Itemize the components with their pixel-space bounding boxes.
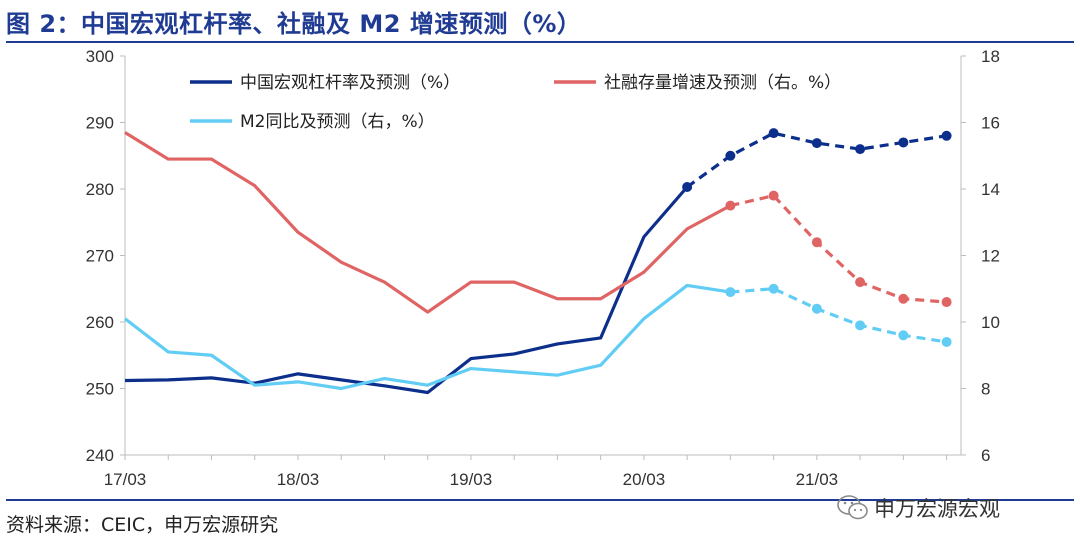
- series-0: [124, 128, 952, 395]
- series-line-forecast: [730, 194, 947, 304]
- forecast-point: [725, 287, 736, 298]
- wechat-icon: [837, 495, 868, 520]
- series-line-forecast: [730, 287, 947, 344]
- y-right-tick-label: 12: [981, 247, 1000, 266]
- forecast-point: [855, 144, 866, 155]
- forecast-point: [811, 237, 822, 248]
- forecast-point: [855, 277, 866, 288]
- series-line-actual: [124, 131, 732, 314]
- watermark: 申万宏源宏观: [836, 490, 1000, 526]
- source-note: 资料来源：CEIC，申万宏源研究: [6, 514, 279, 536]
- y-left-tick-label: 280: [86, 180, 114, 199]
- forecast-point: [725, 200, 736, 211]
- series-line-actual: [124, 185, 689, 395]
- forecast-point: [811, 138, 822, 149]
- axes: 240 250 260 270 280 290 300 6 8 10 12 14 16 18 17/03 18…: [86, 47, 1000, 489]
- x-tick-label: 17/03: [104, 470, 147, 489]
- forecast-point: [811, 303, 822, 314]
- series-2: [124, 283, 952, 391]
- y-left-tick-label: 300: [86, 47, 114, 66]
- y-left-tick-label: 250: [86, 380, 114, 399]
- forecast-point: [768, 283, 779, 294]
- forecast-point: [898, 293, 909, 304]
- y-left-tick-label: 290: [86, 114, 114, 133]
- forecast-point: [941, 336, 952, 347]
- series-layer: [124, 128, 952, 395]
- series-line-actual: [124, 283, 731, 391]
- forecast-point: [855, 320, 866, 331]
- forecast-point: [898, 330, 909, 341]
- y-right-tick-label: 8: [981, 380, 990, 399]
- legend-label: M2同比及预测（右，%）: [240, 112, 435, 132]
- y-right-tick-label: 10: [981, 313, 1000, 332]
- y-left-tick-label: 240: [86, 446, 114, 465]
- forecast-point: [768, 128, 779, 139]
- series-1: [124, 131, 952, 314]
- forecast-point: [941, 297, 952, 308]
- y-left-tick-label: 270: [86, 247, 114, 266]
- forecast-point: [682, 182, 693, 193]
- y-right-tick-label: 14: [981, 180, 1000, 199]
- x-tick-label: 18/03: [277, 470, 320, 489]
- legend-label: 中国宏观杠杆率及预测（%）: [240, 73, 460, 93]
- y-right-tick-label: 6: [981, 446, 990, 465]
- forecast-point: [898, 137, 909, 148]
- forecast-point: [768, 190, 779, 201]
- legend-label: 社融存量增速及预测（右。%）: [604, 73, 841, 93]
- x-tick-label: 21/03: [796, 470, 839, 489]
- y-right-tick-label: 18: [981, 47, 1000, 66]
- forecast-point: [725, 150, 736, 161]
- x-tick-label: 19/03: [450, 470, 493, 489]
- legend: 中国宏观杠杆率及预测（%） 社融存量增速及预测（右。%） M2同比及预测（右，%）: [190, 73, 841, 132]
- chart-title: 图 2：中国宏观杠杆率、社融及 M2 增速预测（%）: [6, 10, 582, 38]
- y-right-tick-label: 16: [981, 114, 1000, 133]
- watermark-text: 申万宏源宏观: [874, 497, 1000, 521]
- x-tick-label: 20/03: [623, 470, 666, 489]
- title-rule: [6, 41, 1074, 43]
- source-rule: [6, 499, 1074, 501]
- forecast-point: [941, 130, 952, 141]
- y-left-tick-label: 260: [86, 313, 114, 332]
